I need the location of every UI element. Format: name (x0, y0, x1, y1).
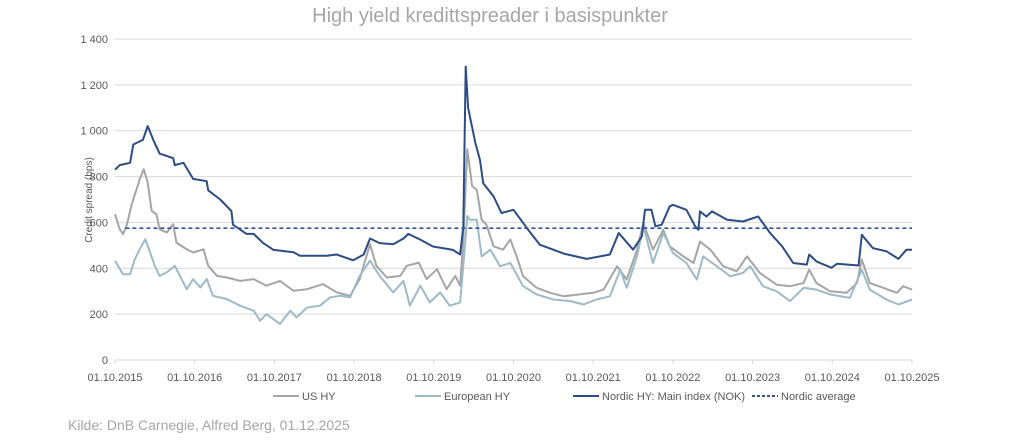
x-tick-label: 01.10.2021 (566, 372, 621, 384)
gridlines (115, 38, 912, 361)
legend-label: Nordic average (781, 391, 856, 403)
x-tick-label: 01.10.2023 (725, 372, 780, 384)
x-tick-label: 01.10.2024 (805, 372, 860, 384)
y-tick-label: 0 (102, 355, 108, 367)
y-axis-label: Credit spread (bps) (84, 157, 95, 243)
legend-label: Nordic HY: Main index (NOK) (602, 391, 745, 403)
x-tick-label: 01.10.2019 (406, 372, 461, 384)
y-tick-label: 1 000 (80, 126, 108, 138)
x-tick-label: 01.10.2020 (486, 372, 541, 384)
x-tick-label: 01.10.2016 (167, 372, 222, 384)
legend-label: European HY (444, 391, 511, 403)
x-tick-label: 01.10.2015 (87, 372, 142, 384)
x-tick-label: 01.10.2018 (327, 372, 382, 384)
y-axis-ticks: 0 200 400 600 800 1 000 1 200 1 400 (80, 34, 108, 367)
x-axis-ticks: 01.10.2015 01.10.2016 01.10.2017 01.10.2018… (87, 360, 940, 384)
x-tick-label: 01.10.2017 (247, 372, 302, 384)
legend-label: US HY (302, 391, 336, 403)
legend: US HY European HY Nordic HY: Main index (N… (273, 391, 856, 403)
y-tick-label: 800 (90, 172, 108, 184)
y-tick-label: 1 400 (80, 34, 108, 46)
series-lines (114, 65, 913, 325)
y-tick-label: 1 200 (80, 80, 108, 92)
y-tick-label: 600 (90, 217, 108, 229)
series-nordic-hy-main-index-nok (114, 65, 912, 269)
y-tick-label: 400 (90, 263, 108, 275)
source-note: Kilde: DnB Carnegie, Alfred Berg, 01.12.… (68, 417, 350, 433)
series-european-hy (114, 215, 913, 325)
x-tick-label: 01.10.2022 (645, 372, 700, 384)
chart-title: High yield kredittspreader i basispunkte… (312, 5, 668, 27)
y-tick-label: 200 (90, 309, 108, 321)
x-tick-label: 01.10.2025 (884, 372, 939, 384)
series-us-hy (114, 148, 913, 298)
